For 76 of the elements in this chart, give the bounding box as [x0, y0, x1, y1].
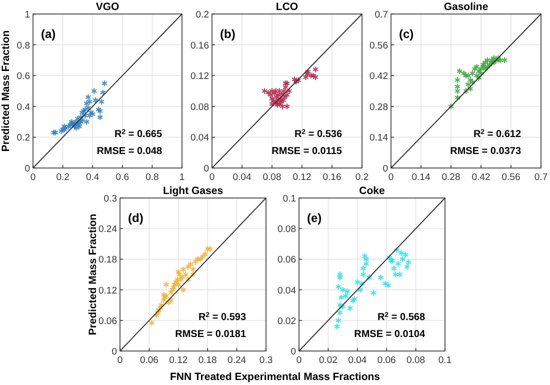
- y-tick-label: 0.02: [278, 316, 296, 327]
- annotation: R$^{2}$ = 0.612: [473, 128, 522, 140]
- x-tick-label: 0.56: [502, 172, 520, 183]
- y-tick-label: 0.42: [370, 71, 388, 82]
- y-tick-label: 0.2: [16, 132, 30, 144]
- annotation: RMSE = 0.0373: [450, 146, 522, 157]
- x-tick-label: 0.8: [146, 172, 159, 183]
- y-tick-label: 0.8: [16, 40, 30, 52]
- y-tick-label: 0: [112, 346, 117, 358]
- y-tick-label: 0.06: [98, 316, 117, 327]
- y-tick-label: 0.1: [282, 194, 296, 204]
- y-tick-label: 0: [204, 164, 209, 174]
- chart-title: LCO: [276, 1, 298, 13]
- y-tick-label: 0.06: [278, 254, 296, 266]
- x-tick-label: 0.04: [232, 172, 252, 183]
- y-tick-label: 0.18: [98, 254, 117, 266]
- x-tick-label: 0.2: [355, 172, 369, 183]
- y-tick-label: 0.04: [190, 132, 209, 144]
- annotation: RMSE = 0.048: [96, 146, 162, 157]
- x-tick-label: 0.24: [228, 355, 246, 366]
- x-tick-label: 0.12: [292, 172, 312, 183]
- y-tick-label: 0.6: [16, 71, 30, 82]
- chart-title: Coke: [359, 185, 385, 197]
- y-tick-label: 0.7: [374, 10, 388, 20]
- x-tick-label: 0.6: [116, 172, 130, 183]
- annotation: (e): [307, 211, 322, 225]
- y-tick-label: 0.24: [98, 224, 117, 236]
- annotation: R$^{2}$ = 0.593: [198, 312, 246, 323]
- annotation: R$^{2}$ = 0.568: [377, 312, 426, 323]
- x-tick-label: 0.42: [472, 172, 490, 183]
- y-tick-label: 0.04: [278, 285, 296, 296]
- x-tick-label: 0.1: [438, 355, 452, 366]
- x-tick-label: 0.16: [322, 172, 342, 183]
- chart-title: Light Gases: [162, 185, 224, 197]
- x-tick-label: 1: [179, 172, 185, 183]
- x-tick-label: 0.12: [169, 355, 188, 366]
- y-tick-label: 0: [290, 346, 296, 358]
- y-tick-label: 0.2: [196, 10, 209, 20]
- y-tick-label: 0.3: [104, 194, 117, 204]
- x-tick-label: 0.04: [348, 355, 367, 366]
- annotation: R$^{2}$ = 0.536: [294, 128, 342, 140]
- y-tick-label: 1: [24, 10, 30, 20]
- chart-title: Gasoline: [444, 1, 488, 13]
- chart-title: VGO: [96, 1, 120, 13]
- y-tick-label: 0.08: [190, 102, 209, 113]
- annotation: (c): [399, 27, 414, 41]
- x-tick-label: 0.4: [86, 172, 100, 183]
- x-axis-title: FNN Treated Experimental Mass Fractions: [170, 371, 380, 383]
- x-tick-label: 0.08: [406, 355, 426, 366]
- x-tick-label: 0.14: [412, 172, 430, 183]
- y-tick-label: 0.08: [278, 224, 296, 236]
- y-tick-label: 0: [24, 164, 30, 174]
- annotation: RMSE = 0.0104: [354, 329, 426, 340]
- x-tick-label: 0.2: [56, 172, 70, 183]
- annotation: RMSE = 0.0115: [272, 146, 342, 157]
- y-tick-label: 0.56: [370, 40, 388, 52]
- annotation: (d): [128, 211, 144, 225]
- y-tick-label: 0.4: [16, 102, 30, 113]
- annotation: (b): [220, 27, 236, 41]
- y-axis-title: Predicted Mass Fraction: [87, 214, 99, 336]
- x-tick-label: 0.7: [534, 172, 548, 183]
- y-tick-label: 0: [382, 164, 388, 174]
- y-axis-title: Predicted Mass Fraction: [0, 30, 12, 152]
- y-tick-label: 0.28: [370, 102, 388, 113]
- y-tick-label: 0.14: [370, 132, 388, 144]
- annotation: (a): [41, 27, 56, 41]
- x-tick-label: 0.28: [442, 172, 460, 183]
- x-tick-label: 0.3: [259, 355, 273, 366]
- y-tick-label: 0.16: [190, 40, 209, 52]
- annotation: R$^{2}$ = 0.665: [114, 128, 162, 140]
- y-tick-label: 0.12: [98, 285, 117, 296]
- annotation: RMSE = 0.0181: [175, 329, 246, 340]
- x-tick-label: 0.02: [318, 355, 338, 366]
- x-tick-label: 0.06: [140, 355, 158, 366]
- y-tick-label: 0.12: [190, 71, 209, 82]
- x-tick-label: 0.08: [262, 172, 282, 183]
